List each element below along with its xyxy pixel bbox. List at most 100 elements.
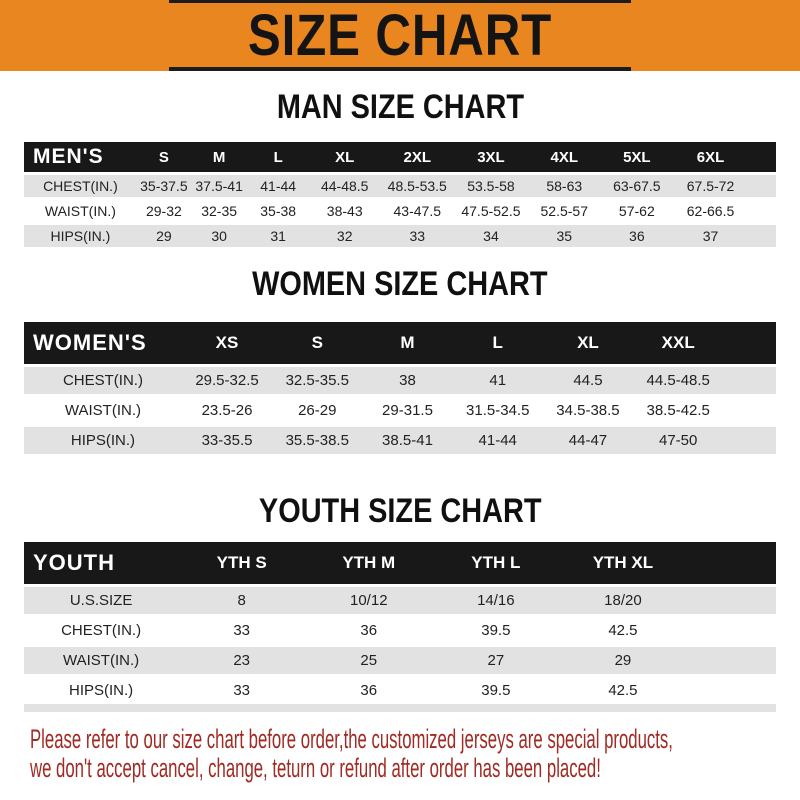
size-column-header: YTH M (305, 542, 433, 584)
size-cell: 32 (308, 222, 381, 247)
size-cell: 41-44 (452, 424, 543, 454)
filler-cell (723, 322, 776, 364)
size-cell: 39.5 (432, 674, 560, 704)
size-cell: 48.5-53.5 (380, 172, 455, 197)
size-cell: 47.5-52.5 (454, 197, 528, 222)
section-youth: YOUTH SIZE CHART YOUTH YTH S YTH M YTH L YTH… (0, 492, 800, 712)
filler-cell (748, 172, 776, 197)
size-cell: 29 (136, 222, 191, 247)
filler-cell (686, 644, 776, 674)
footer-note: Please refer to our size chart before or… (30, 725, 800, 783)
size-cell: 47-50 (633, 424, 724, 454)
filler-cell (686, 614, 776, 644)
size-column-header: M (362, 322, 453, 364)
size-table-header-row: WOMEN'S XS S M L XL XXL (24, 322, 776, 364)
size-cell: 44-48.5 (308, 172, 381, 197)
women-section-heading: WOMEN SIZE CHART (0, 265, 800, 303)
table-row: CHEST(IN.) 33 36 39.5 42.5 (24, 614, 776, 644)
size-cell: 30 (190, 222, 248, 247)
size-cell: 43-47.5 (380, 197, 455, 222)
size-cell: 33 (178, 674, 306, 704)
filler-cell (686, 674, 776, 704)
size-cell: 33-35.5 (181, 424, 273, 454)
size-cell: 29-31.5 (362, 394, 453, 424)
size-cell: 23 (178, 644, 306, 674)
size-cell: 35-38 (247, 197, 309, 222)
size-cell: 44.5-48.5 (633, 364, 724, 394)
size-cell: 63-67.5 (600, 172, 673, 197)
size-cell: 14/16 (432, 584, 560, 614)
size-cell: 36 (600, 222, 673, 247)
size-column-header: L (247, 142, 309, 172)
size-column-header: YTH XL (559, 542, 687, 584)
filler-cell (723, 424, 776, 454)
size-cell: 38 (362, 364, 453, 394)
table-row: HIPS(IN.) 33 36 39.5 42.5 (24, 674, 776, 704)
youth-section-heading-text: YOUTH SIZE CHART (258, 492, 542, 530)
men-section-heading: MAN SIZE CHART (0, 88, 800, 126)
size-cell: 33 (380, 222, 455, 247)
table-row: HIPS(IN.) 29 30 31 32 33 34 35 36 37 (24, 222, 776, 247)
size-cell: 25 (305, 644, 433, 674)
row-label: HIPS(IN.) (24, 222, 137, 247)
table-row: CHEST(IN.) 29.5-32.5 32.5-35.5 38 41 44.5 44.5… (24, 364, 776, 394)
section-women: WOMEN SIZE CHART WOMEN'S XS S M L XL XXL CHEST(… (0, 265, 800, 454)
size-cell: 29-32 (136, 197, 191, 222)
size-column-header: M (190, 142, 248, 172)
row-label: CHEST(IN.) (24, 364, 182, 394)
size-cell: 10/12 (305, 584, 433, 614)
size-column-header: XL (308, 142, 381, 172)
size-cell: 41 (452, 364, 543, 394)
size-cell: 23.5-26 (181, 394, 273, 424)
row-label: U.S.SIZE (24, 584, 179, 614)
youth-section-heading: YOUTH SIZE CHART (0, 492, 800, 530)
table-row: WAIST(IN.) 23 25 27 29 (24, 644, 776, 674)
footer-line-1: Please refer to our size chart before or… (30, 724, 673, 754)
size-cell: 44.5 (542, 364, 634, 394)
size-cell: 8 (178, 584, 306, 614)
size-column-header: YTH S (178, 542, 306, 584)
size-cell: 27 (432, 644, 560, 674)
filler-cell (748, 142, 776, 172)
size-cell: 58-63 (527, 172, 601, 197)
size-cell: 44-47 (542, 424, 634, 454)
size-column-header: XS (181, 322, 273, 364)
size-cell: 35 (527, 222, 601, 247)
men-size-table: MEN'S S M L XL 2XL 3XL 4XL 5XL 6XL CHEST(IN.) 35-37… (24, 142, 776, 247)
size-cell: 38.5-42.5 (633, 394, 724, 424)
size-column-header: S (136, 142, 191, 172)
table-row: U.S.SIZE 8 10/12 14/16 18/20 (24, 584, 776, 614)
size-cell: 42.5 (559, 674, 687, 704)
table-row: WAIST(IN.) 29-32 32-35 35-38 38-43 43-47.5 47.… (24, 197, 776, 222)
size-cell: 31 (247, 222, 309, 247)
size-cell: 36 (305, 614, 433, 644)
filler-cell (748, 222, 776, 247)
size-cell: 62-66.5 (672, 197, 749, 222)
page-title: SIZE CHART (247, 2, 553, 68)
row-label: CHEST(IN.) (24, 614, 179, 644)
banner: SIZE CHART (0, 0, 800, 71)
size-cell: 33 (178, 614, 306, 644)
men-section-heading-text: MAN SIZE CHART (276, 88, 524, 126)
banner-border-box: SIZE CHART (169, 0, 631, 71)
filler-cell (723, 394, 776, 424)
size-cell: 18/20 (559, 584, 687, 614)
size-cell: 41-44 (247, 172, 309, 197)
row-label: HIPS(IN.) (24, 674, 179, 704)
table-row: WAIST(IN.) 23.5-26 26-29 29-31.5 31.5-34.5 34… (24, 394, 776, 424)
size-cell: 37.5-41 (190, 172, 248, 197)
section-men: MAN SIZE CHART MEN'S S M L XL 2XL 3XL 4XL 5XL 6XL… (0, 88, 800, 247)
size-cell: 29 (559, 644, 687, 674)
row-label: WAIST(IN.) (24, 197, 137, 222)
table-corner-label: MEN'S (24, 142, 137, 172)
size-column-header: 4XL (527, 142, 601, 172)
size-cell: 38.5-41 (362, 424, 453, 454)
size-cell: 52.5-57 (527, 197, 601, 222)
size-cell: 38-43 (308, 197, 381, 222)
filler-cell (686, 584, 776, 614)
size-cell: 26-29 (272, 394, 363, 424)
women-section-heading-text: WOMEN SIZE CHART (252, 265, 548, 303)
size-cell: 32-35 (190, 197, 248, 222)
size-cell: 42.5 (559, 614, 687, 644)
size-table-header-row: YOUTH YTH S YTH M YTH L YTH XL (24, 542, 776, 584)
